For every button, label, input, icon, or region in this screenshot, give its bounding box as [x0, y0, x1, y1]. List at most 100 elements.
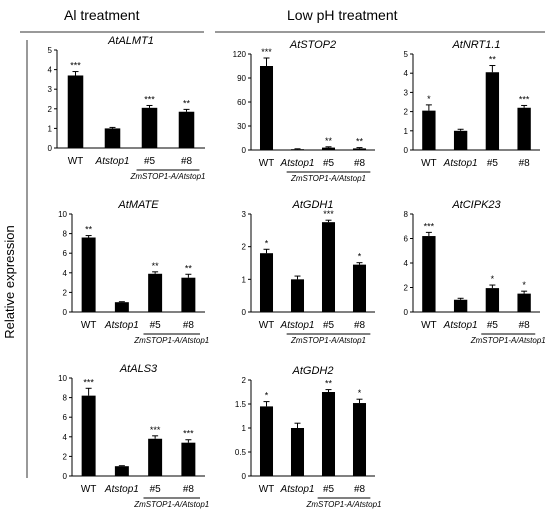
y-tick-label: 8 — [63, 230, 68, 239]
bar-Atstop1 — [453, 299, 468, 312]
y-tick-label: 4 — [63, 433, 68, 442]
x-tick-label: Atstop1 — [443, 320, 478, 331]
bar-#5 — [485, 288, 500, 312]
y-tick-label: 4 — [48, 66, 53, 75]
y-tick-label: 3 — [404, 88, 409, 97]
bar-#8 — [352, 148, 367, 150]
bar-#8 — [517, 293, 531, 312]
group-label: ZmSTOP1-A/Atstop1 — [470, 336, 546, 345]
section-title-lowph: Low pH treatment — [287, 7, 398, 23]
panel-title: AtALMT1 — [107, 35, 154, 47]
significance-marker: ** — [489, 55, 497, 65]
x-tick-label: WT — [259, 158, 275, 169]
group-label: ZmSTOP1-A/Atstop1 — [290, 174, 366, 183]
y-tick-label: 4 — [63, 269, 68, 278]
y-tick-label: 1 — [404, 127, 409, 136]
panel-AtGDH1: AtGDH1 0 1 2 3 * WT Atstop1 *** #5 * #8 ZmSTOP1-A/At… — [242, 199, 375, 345]
y-tick-label: 2 — [63, 452, 68, 461]
y-tick-label: 0 — [404, 308, 409, 317]
y-tick-label: 3 — [242, 210, 247, 219]
section-title-al: Al treatment — [64, 7, 140, 23]
bar-#8 — [352, 403, 367, 476]
significance-marker: *** — [150, 425, 161, 435]
significance-marker: *** — [144, 94, 155, 104]
significance-marker: * — [265, 238, 269, 248]
y-tick-label: 6 — [63, 413, 68, 422]
significance-marker: *** — [519, 94, 530, 104]
x-tick-label: #8 — [354, 320, 366, 331]
y-tick-label: 3 — [48, 85, 53, 94]
x-tick-label: #5 — [487, 320, 499, 331]
bar-#8 — [181, 442, 196, 476]
significance-marker: * — [265, 391, 269, 401]
y-tick-label: 0 — [63, 308, 68, 317]
panel-title: AtMATE — [117, 199, 159, 211]
y-tick-label: 10 — [58, 374, 67, 383]
panel-title: AtSTOP2 — [289, 39, 336, 51]
y-tick-label: 10 — [58, 210, 67, 219]
y-tick-label: 0 — [48, 144, 53, 153]
bar-Atstop1 — [290, 279, 305, 312]
bar-Atstop1 — [290, 428, 305, 476]
x-tick-label: WT — [421, 320, 437, 331]
x-tick-label: #8 — [183, 320, 195, 331]
group-label: ZmSTOP1-A/Atstop1 — [133, 336, 209, 345]
bar-#5 — [148, 273, 163, 312]
significance-marker: * — [427, 94, 431, 104]
panel-title: AtNRT1.1 — [451, 39, 500, 51]
x-tick-label: #5 — [323, 320, 335, 331]
x-tick-label: WT — [259, 484, 275, 495]
y-tick-label: 4 — [404, 259, 409, 268]
significance-marker: ** — [183, 98, 191, 108]
y-tick-label: 1 — [48, 124, 53, 133]
shared-y-axis-label: Relative expression — [2, 225, 17, 338]
x-tick-label: #8 — [354, 484, 366, 495]
significance-marker: ** — [325, 379, 333, 389]
x-tick-label: WT — [81, 320, 97, 331]
x-tick-label: #5 — [487, 158, 499, 169]
y-tick-label: 2 — [404, 284, 409, 293]
bar-#8 — [517, 107, 531, 150]
bar-Atstop1 — [290, 149, 305, 150]
bar-#5 — [148, 438, 163, 476]
x-tick-label: #8 — [181, 156, 193, 167]
bar-Atstop1 — [114, 302, 129, 312]
y-tick-label: 0 — [242, 472, 247, 481]
significance-marker: ** — [325, 136, 333, 146]
x-tick-label: Atstop1 — [280, 484, 315, 495]
x-tick-label: #5 — [150, 320, 162, 331]
panel-AtMATE: AtMATE 0 2 4 6 8 10 ** WT Atstop1 ** #5 ** #8 ZmSTOP1-… — [58, 199, 209, 345]
bar-WT — [422, 110, 436, 150]
significance-marker: * — [358, 252, 362, 262]
panel-AtCIPK23: AtCIPK23 0 2 4 6 8 *** WT Atstop1 * #5 * #8 ZmSTOP1-A… — [404, 199, 546, 345]
bar-WT — [259, 253, 274, 312]
x-tick-label: WT — [68, 156, 84, 167]
x-tick-label: #8 — [519, 320, 531, 331]
y-tick-label: 0 — [63, 472, 68, 481]
panel-title: AtCIPK23 — [451, 199, 501, 211]
bar-#8 — [352, 264, 367, 312]
x-tick-label: #8 — [183, 484, 195, 495]
bar-WT — [259, 66, 274, 150]
y-tick-label: 0 — [242, 308, 247, 317]
y-tick-label: 5 — [48, 46, 53, 55]
y-tick-label: 2 — [63, 288, 68, 297]
y-tick-label: 5 — [404, 50, 409, 59]
y-tick-label: 0 — [242, 146, 247, 155]
y-tick-label: 2 — [242, 376, 247, 385]
bar-#5 — [321, 392, 336, 476]
x-tick-label: WT — [421, 158, 437, 169]
y-tick-label: 6 — [404, 235, 409, 244]
panel-title: AtGDH1 — [292, 199, 334, 211]
significance-marker: *** — [70, 61, 81, 71]
bar-WT — [422, 236, 436, 312]
group-label: ZmSTOP1-A/Atstop1 — [306, 500, 382, 509]
significance-marker: ** — [185, 263, 193, 273]
x-tick-label: #5 — [150, 484, 162, 495]
significance-marker: *** — [424, 221, 435, 231]
significance-marker: ** — [85, 225, 93, 235]
significance-marker: *** — [261, 47, 272, 57]
y-tick-label: 4 — [404, 69, 409, 78]
panel-title: AtALS3 — [119, 363, 158, 375]
